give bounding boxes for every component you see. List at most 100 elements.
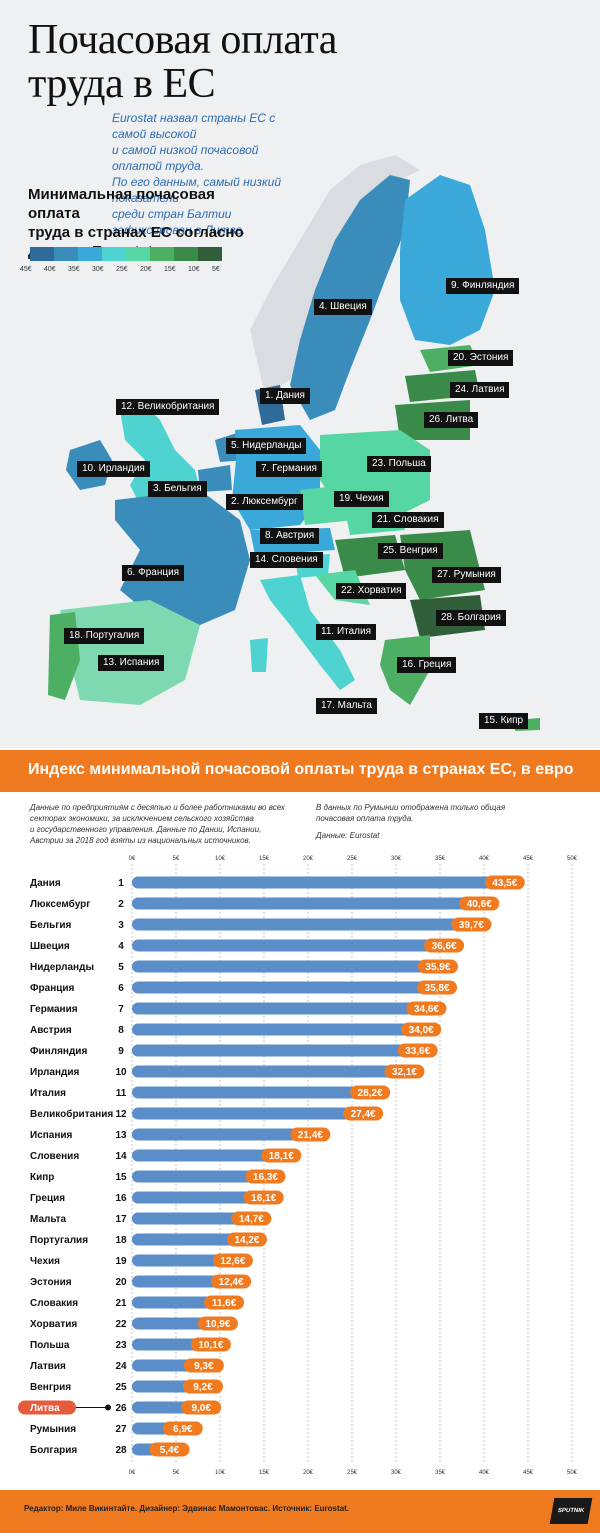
highlight-dot	[105, 1404, 111, 1411]
legend-swatch	[102, 247, 126, 261]
map-label-spain: 13. Испания	[98, 655, 165, 671]
chart-title-band: Индекс минимальной почасовой оплаты труд…	[0, 750, 600, 792]
legend-color-scale	[30, 247, 222, 261]
bar-chart: 0€0€5€5€10€10€15€15€20€20€25€25€30€30€35…	[18, 856, 578, 1476]
finland-shape	[400, 175, 495, 345]
bar	[132, 1107, 374, 1120]
value-bubble	[417, 980, 458, 995]
norway-shape	[250, 155, 420, 395]
bar	[132, 1149, 292, 1162]
spain-shape	[60, 600, 200, 705]
map-label-romania: 27. Румыния	[432, 567, 501, 583]
x-tick-label-top: 20€	[303, 856, 314, 862]
map-label-cyprus: 15. Кипр	[479, 713, 529, 729]
category-label: Испания	[30, 1130, 73, 1141]
intro-line: и самой низкой почасовой оплатой труда.	[112, 143, 259, 173]
bar	[132, 960, 448, 973]
value-bubble	[401, 1022, 442, 1037]
romania-shape	[400, 530, 485, 600]
legend-ticks: 45€ 40€ 35€ 30€ 25€ 20€ 15€ 10€ 5€	[20, 266, 232, 276]
map-label-croatia: 22. Хорватия	[336, 583, 407, 599]
value-label: 14,2€	[234, 1235, 259, 1246]
legend-swatch	[198, 247, 222, 261]
data-source: Данные: Eurostat	[316, 831, 380, 840]
footer: Редактор: Миле Викинтайте. Дизайнер: Эдв…	[0, 1490, 600, 1533]
category-label: Австрия	[30, 1025, 72, 1036]
italy-shape	[260, 575, 355, 690]
x-tick-label-bottom: 35€	[435, 1470, 446, 1476]
value-bubble	[243, 1190, 284, 1205]
portugal-shape	[48, 612, 80, 700]
legend-swatch	[174, 247, 198, 261]
value-bubble	[290, 1127, 331, 1142]
value-label: 36,6€	[432, 941, 457, 952]
value-label: 39,7€	[459, 920, 484, 931]
intro-line: По его данным, самый низкий показатель	[112, 175, 282, 205]
note-line: и государственного управления. Данные по…	[30, 825, 262, 834]
note-line: Австрии за 2018 год взяты из национальны…	[30, 836, 251, 845]
x-tick-label-top: 10€	[215, 856, 226, 862]
credits: Редактор: Миле Викинтайте. Дизайнер: Эдв…	[24, 1504, 349, 1513]
value-bubble	[343, 1106, 384, 1121]
value-label: 35,9€	[425, 962, 450, 973]
value-bubble	[197, 1316, 238, 1331]
x-tick-label-bottom: 0€	[129, 1470, 136, 1476]
rank-label: 6	[118, 983, 124, 994]
legend-tick: 25€	[116, 266, 128, 273]
value-label: 10,1€	[198, 1340, 223, 1351]
map-label-slovenia: 14. Словения	[250, 552, 323, 568]
bar	[132, 1086, 381, 1099]
legend-swatch	[126, 247, 150, 261]
value-bubble	[406, 1001, 447, 1016]
category-label: Франция	[30, 983, 75, 994]
category-label: Кипр	[30, 1172, 54, 1183]
rank-label: 16	[115, 1193, 127, 1204]
map-label-netherlands: 5. Нидерланды	[226, 438, 307, 454]
legend-tick: 5€	[212, 266, 220, 273]
value-label: 9,3€	[194, 1361, 214, 1372]
value-label: 16,1€	[251, 1193, 276, 1204]
value-bubble	[424, 938, 465, 953]
x-tick-label-bottom: 45€	[523, 1470, 534, 1476]
value-label: 9,0€	[191, 1403, 211, 1414]
x-tick-label-bottom: 40€	[479, 1470, 490, 1476]
x-tick-label-top: 35€	[435, 856, 446, 862]
legend-tick: 20€	[140, 266, 152, 273]
x-tick-label-bottom: 5€	[173, 1470, 180, 1476]
legend-swatch	[54, 247, 78, 261]
map-label-finland: 9. Финляндия	[446, 278, 520, 294]
map-label-bulgaria: 28. Болгария	[436, 610, 506, 626]
category-label: Швеция	[30, 941, 70, 952]
map-label-denmark: 1. Дания	[260, 388, 310, 404]
map-label-czechia: 19. Чехия	[334, 491, 389, 507]
map-label-france: 6. Франция	[122, 565, 185, 581]
x-tick-label-bottom: 20€	[303, 1470, 314, 1476]
value-label: 34,0€	[409, 1025, 434, 1036]
value-bubble	[384, 1064, 425, 1079]
intro-text: Eurostat назвал страны ЕС с самой высоко…	[112, 110, 292, 238]
x-tick-label-top: 0€	[129, 856, 136, 862]
value-label: 32,1€	[392, 1067, 417, 1078]
category-label: Бельгия	[30, 920, 72, 931]
value-bubble	[451, 917, 492, 932]
sputnik-logo: SPUTNIK	[549, 1498, 593, 1524]
map-label-estonia: 20. Эстония	[448, 350, 514, 366]
note-right: В данных по Румынии отображена только об…	[316, 802, 536, 841]
category-label: Румыния	[30, 1424, 76, 1435]
value-bubble	[226, 1232, 267, 1247]
bar	[132, 1128, 321, 1141]
x-tick-label-bottom: 25€	[347, 1470, 358, 1476]
rank-label: 11	[116, 1088, 127, 1099]
map-label-hungary: 25. Венгрия	[378, 543, 443, 559]
rank-label: 23	[115, 1340, 127, 1351]
bar	[132, 981, 448, 994]
category-label: Ирландия	[30, 1067, 79, 1078]
note-left: Данные по предприятиям с десятью и более…	[30, 802, 300, 846]
category-label: Словакия	[30, 1298, 78, 1309]
legend-swatch	[30, 247, 54, 261]
rank-label: 19	[115, 1256, 127, 1267]
bar	[132, 1065, 415, 1078]
uk-shape	[120, 400, 200, 505]
value-label: 18,1€	[269, 1151, 294, 1162]
title-line: труда в ЕС	[28, 61, 216, 107]
